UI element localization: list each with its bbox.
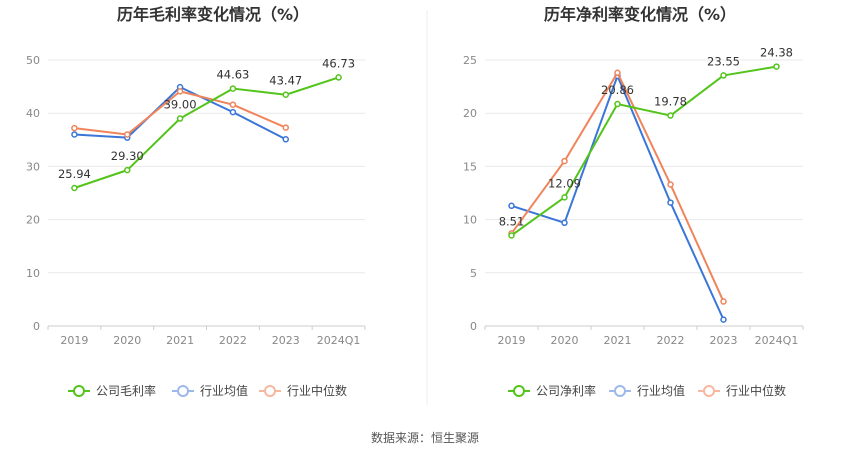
data-point [176,115,184,122]
y-tick-label: 40 [26,107,40,120]
y-tick-label: 50 [26,54,40,67]
data-point [508,202,515,210]
legend-marker-icon [513,385,525,397]
data-label: 29.30 [111,149,144,163]
legend-label: 公司毛利率 [96,383,156,398]
data-point [773,63,780,70]
data-point [561,157,568,165]
data-label: 12.09 [548,176,581,190]
data-point [71,131,78,138]
legend-marker-icon [73,385,85,397]
y-tick-label: 0 [470,320,477,333]
legend-item[interactable]: 行业中位数 [259,383,347,398]
data-label: 20.86 [601,83,634,97]
net-margin-chart: 历年净利率变化情况（%） 0 5 10 15 20 25 2019 2020 2021 2022 20… [463,5,804,398]
x-tick-label: 2022 [219,334,247,347]
y-tick-label: 10 [463,214,477,227]
x-tick-label: 2023 [710,334,738,347]
y-tick-label: 0 [33,320,40,333]
x-tick-label: 2022 [657,334,685,347]
data-point [229,101,237,108]
data-label: 39.00 [164,98,197,112]
series-line-industry-mean [511,74,725,321]
legend-item[interactable]: 行业均值 [609,383,685,398]
data-label: 8.51 [499,214,525,228]
data-label: 23.55 [707,54,740,68]
legend-label: 行业均值 [200,383,248,398]
legend-item[interactable]: 行业中位数 [698,383,786,398]
data-point [229,85,237,92]
y-tick-label: 20 [463,107,477,120]
legend-item[interactable]: 公司净利率 [508,383,596,398]
legend-marker-icon [177,385,189,397]
legend-marker-icon [703,385,715,397]
chart-title: 历年毛利率变化情况（%） [117,5,309,24]
x-tick-label: 2024Q1 [317,334,361,347]
data-point [282,136,289,143]
data-point [176,88,184,95]
data-point [667,112,674,119]
x-tick-label: 2021 [166,334,194,347]
legend-item[interactable]: 行业均值 [172,383,248,398]
x-tick-label: 2021 [604,334,632,347]
data-point [282,124,289,131]
x-tick-label: 2024Q1 [755,334,799,347]
data-point [282,91,289,98]
data-point [335,74,342,81]
legend-marker-icon [264,385,276,397]
source-note: 数据来源：恒生聚源 [371,430,479,445]
legend-label: 公司净利率 [536,383,596,398]
legend-label: 行业均值 [637,383,685,398]
data-point [124,131,131,138]
x-tick-label: 2020 [551,334,579,347]
data-point [561,219,568,227]
y-tick-label: 10 [26,267,40,280]
chart-title: 历年净利率变化情况（%） [544,5,736,24]
x-tick-label: 2019 [498,334,526,347]
series-line-company [74,76,339,189]
data-point [667,181,674,188]
y-tick-label: 20 [26,214,40,227]
y-tick-label: 25 [463,54,477,67]
x-tick-label: 2023 [272,334,300,347]
data-label: 25.94 [58,167,91,181]
gross-margin-chart: 历年毛利率变化情况（%） 0 10 20 30 40 50 2019 2020 2021 2022 2… [26,5,366,398]
data-point [561,194,568,201]
data-point [720,72,727,79]
data-point [71,124,78,132]
y-tick-label: 15 [463,160,477,173]
legend-marker-icon [614,385,626,397]
data-point [720,298,727,305]
y-tick-label: 5 [470,267,477,280]
data-point [508,232,515,239]
data-point [614,69,621,77]
data-point [229,108,237,116]
data-point [124,166,131,174]
series-line-company [510,65,777,237]
data-label: 46.73 [322,56,355,70]
legend-label: 行业中位数 [287,383,347,398]
x-tick-label: 2020 [113,334,141,347]
y-tick-label: 30 [26,160,40,173]
data-point [667,199,674,206]
data-label: 19.78 [654,95,687,109]
data-point [720,316,727,323]
data-label: 24.38 [760,46,793,60]
legend-item[interactable]: 公司毛利率 [68,383,156,398]
x-tick-label: 2019 [60,334,88,347]
data-label: 43.47 [269,74,302,88]
data-point [614,100,621,108]
data-point [71,184,78,192]
legend-label: 行业中位数 [726,383,786,398]
data-label: 44.63 [216,68,249,82]
